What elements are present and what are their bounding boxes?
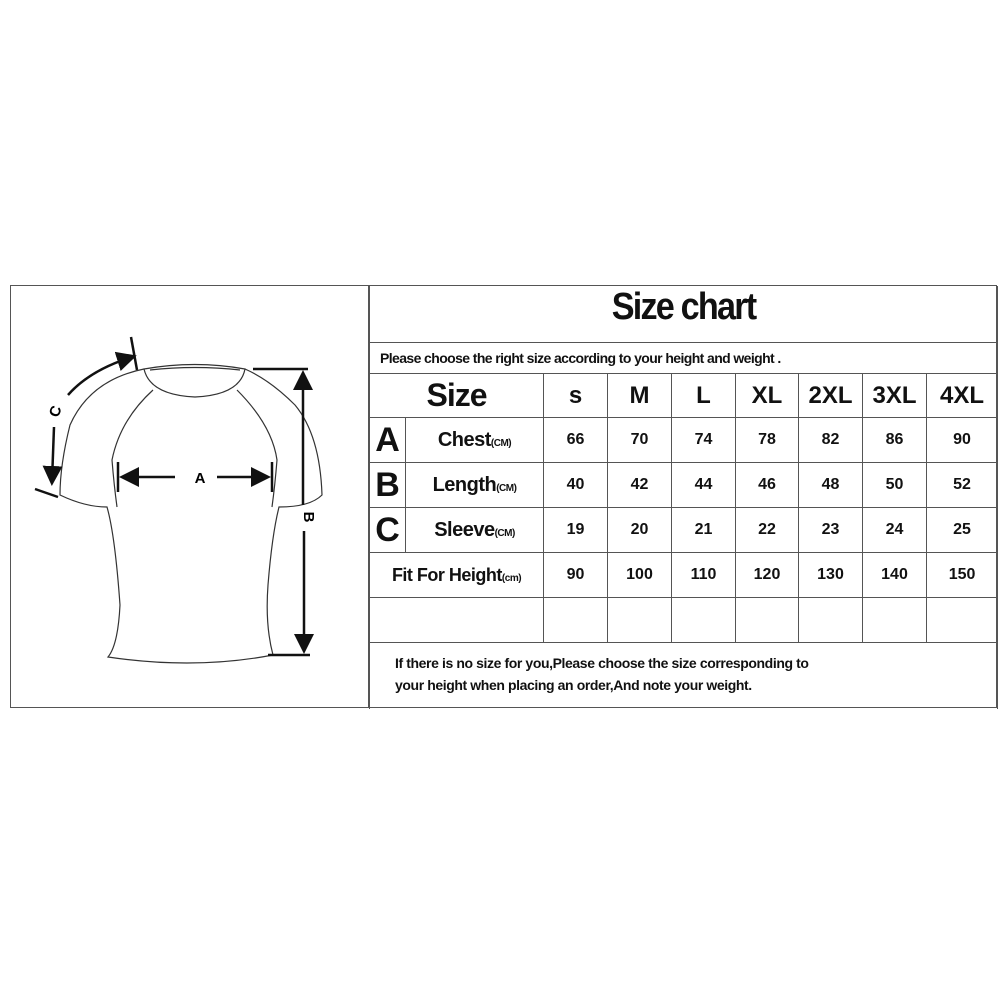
value-cell: 130 — [798, 552, 863, 598]
value-cell: 19 — [543, 507, 608, 553]
chart-subtitle: Please choose the right size according t… — [368, 342, 999, 374]
row-label: Length(CM) — [405, 462, 544, 508]
tshirt-diagram: A B C — [10, 285, 369, 708]
value-cell: 86 — [862, 417, 927, 463]
size-col: 2XL — [798, 373, 863, 418]
size-header: Size — [369, 373, 544, 418]
size-col: 4XL — [925, 373, 999, 418]
value-cell: 120 — [735, 552, 799, 598]
row-label-text: Chest — [437, 428, 492, 451]
size-table: Size chart Please choose the right size … — [368, 286, 999, 709]
row-label-text: Sleeve — [434, 518, 495, 541]
value-cell: 20 — [607, 507, 672, 553]
row-unit: (CM) — [494, 527, 516, 539]
value-cell: 25 — [925, 507, 999, 553]
value-cell: 23 — [798, 507, 863, 553]
measurement-row: C Sleeve(CM) 19 20 21 22 23 24 25 — [369, 507, 999, 553]
value-cell: 100 — [607, 552, 672, 598]
row-letter: C — [369, 507, 406, 553]
row-letter: A — [369, 417, 406, 463]
value-cell: 70 — [607, 417, 672, 463]
value-cell: 90 — [925, 417, 999, 463]
row-label-text: Fit For Height — [391, 564, 502, 585]
value-cell: 40 — [543, 462, 608, 508]
row-label: Sleeve(CM) — [405, 507, 544, 553]
value-cell: 46 — [735, 462, 799, 508]
size-col: 3XL — [862, 373, 927, 418]
note-cell — [368, 642, 999, 709]
value-cell: 78 — [735, 417, 799, 463]
measurement-row: Fit For Height(cm) 90 100 110 120 130 140 150 — [369, 552, 999, 598]
label-c: C — [46, 403, 66, 419]
row-label: Chest(CM) — [405, 417, 544, 463]
row-unit: (CM) — [496, 482, 517, 494]
size-col: s — [543, 373, 608, 418]
value-cell: 110 — [671, 552, 736, 598]
row-unit: (cm) — [501, 572, 522, 584]
note-line: If there is no size for you,Please choos… — [395, 655, 809, 671]
measure-arrows — [34, 336, 314, 657]
measurement-row: B Length(CM) 40 42 44 46 48 50 52 — [369, 462, 999, 508]
row-unit: (CM) — [490, 437, 512, 449]
row-label: Fit For Height(cm) — [369, 552, 544, 598]
value-cell: 21 — [671, 507, 736, 553]
value-cell: 42 — [607, 462, 672, 508]
value-cell: 150 — [925, 552, 999, 598]
measurement-row: A Chest(CM) 66 70 74 78 82 86 90 — [369, 417, 999, 463]
row-letter: B — [369, 462, 406, 508]
size-note: If there is no size for you,Please choos… — [395, 652, 955, 696]
header-row: Size s M L XL 2XL 3XL 4XL — [369, 373, 999, 418]
value-cell: 48 — [798, 462, 863, 508]
value-cell: 44 — [671, 462, 736, 508]
value-cell: 52 — [925, 462, 999, 508]
value-cell: 24 — [862, 507, 927, 553]
value-cell: 140 — [862, 552, 927, 598]
empty-row — [369, 597, 999, 643]
row-label-text: Length — [432, 473, 497, 496]
value-cell: 82 — [798, 417, 863, 463]
size-col: M — [607, 373, 672, 418]
value-cell: 90 — [543, 552, 608, 598]
size-col: XL — [735, 373, 799, 418]
note-line: your height when placing an order,And no… — [395, 677, 752, 693]
size-col: L — [671, 373, 736, 418]
value-cell: 66 — [543, 417, 608, 463]
label-a: A — [195, 470, 206, 487]
value-cell: 22 — [735, 507, 799, 553]
chart-title: Size chart — [611, 286, 757, 328]
label-b: B — [300, 512, 317, 523]
value-cell: 74 — [671, 417, 736, 463]
value-cell: 50 — [862, 462, 927, 508]
tshirt-outline — [59, 363, 323, 664]
